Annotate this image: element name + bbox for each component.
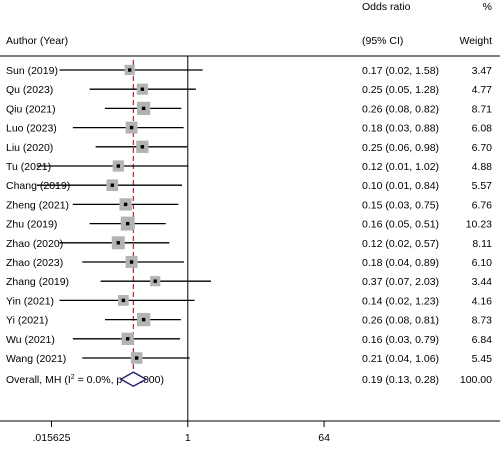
x-tick-label: .015625 xyxy=(33,432,71,444)
weight-value: 6.08 xyxy=(472,123,493,135)
study-column-header: Author (Year) xyxy=(6,35,68,47)
study-label: Wu (2021) xyxy=(6,334,55,346)
study-row: Liu (2020) 0.25 (0.06, 0.98) 6.70 xyxy=(6,140,493,154)
weight-value: 4.77 xyxy=(472,84,493,96)
point-estimate xyxy=(116,241,120,245)
study-row: Zhao (2023) 0.18 (0.04, 0.89) 6.10 xyxy=(6,256,492,269)
ci-value: 0.25 (0.06, 0.98) xyxy=(362,142,439,154)
ci-value: 0.12 (0.02, 0.57) xyxy=(362,238,439,250)
weight-value: 4.16 xyxy=(472,295,493,307)
weight-value: 6.10 xyxy=(472,257,493,269)
study-row: Zheng (2021) 0.15 (0.03, 0.75) 6.76 xyxy=(6,198,492,211)
study-label: Tu (2021) xyxy=(6,161,51,173)
x-tick-label: 64 xyxy=(318,432,330,444)
overall-weight-value: 100.00 xyxy=(460,374,492,386)
ci-value: 0.12 (0.01, 1.02) xyxy=(362,161,439,173)
study-row: Yi (2021) 0.26 (0.08, 0.81) 8.73 xyxy=(6,312,493,327)
study-label: Yin (2021) xyxy=(6,295,54,307)
point-estimate xyxy=(129,260,134,264)
study-label: Luo (2023) xyxy=(6,123,57,135)
weight-value: 6.84 xyxy=(472,334,493,346)
point-estimate xyxy=(126,221,130,226)
study-label: Zhao (2023) xyxy=(6,257,63,269)
study-label: Zheng (2021) xyxy=(6,199,69,211)
weight-value: 3.47 xyxy=(472,65,493,77)
study-row: Wang (2021) 0.21 (0.04, 1.06) 5.45 xyxy=(6,352,492,365)
ci-value: 0.37 (0.07, 2.03) xyxy=(362,276,439,288)
point-estimate xyxy=(134,356,139,360)
weight-value: 8.73 xyxy=(472,315,493,327)
ci-value: 0.17 (0.02, 1.58) xyxy=(362,65,439,77)
point-estimate xyxy=(123,202,128,207)
weight-header: Weight xyxy=(460,35,493,47)
ci-value: 0.10 (0.01, 0.84) xyxy=(362,180,439,192)
ci-value: 0.16 (0.03, 0.79) xyxy=(362,334,439,346)
overall-row: Overall, MH (I2 = 0.0%, p = 1.000) 0.19 (… xyxy=(6,371,492,388)
ci-value: 0.15 (0.03, 0.75) xyxy=(362,199,439,211)
study-label: Liu (2020) xyxy=(6,142,53,154)
overall-label-superscript: 2 xyxy=(71,374,75,381)
study-label: Wang (2021) xyxy=(6,353,66,365)
weight-value: 8.71 xyxy=(472,103,493,115)
study-row: Zhu (2019) 0.16 (0.05, 0.51) 10.23 xyxy=(6,216,492,231)
study-row: Qu (2023) 0.25 (0.05, 1.28) 4.77 xyxy=(6,83,493,96)
study-label: Zhu (2019) xyxy=(6,219,57,231)
ci-value: 0.26 (0.08, 0.82) xyxy=(362,103,439,115)
study-row: Luo (2023) 0.18 (0.03, 0.88) 6.08 xyxy=(6,121,493,135)
study-label: Chang (2019) xyxy=(6,180,70,192)
weight-value: 10.23 xyxy=(466,219,492,231)
study-row: Sun (2019) 0.17 (0.02, 1.58) 3.47 xyxy=(6,64,493,77)
study-row: Tu (2021) 0.12 (0.01, 1.02) 4.88 xyxy=(6,160,492,173)
study-label: Zhao (2020) xyxy=(6,238,63,250)
header-block: Author (Year) Odds ratio (95% CI) % Weig… xyxy=(6,1,492,47)
odds-ratio-header: Odds ratio xyxy=(362,1,411,13)
x-axis-ticks: .015625 1 64 xyxy=(33,421,330,444)
overall-label-prefix: Overall, MH (I xyxy=(6,374,71,386)
overall-label-suffix: = 0.0%, p = 1.000) xyxy=(75,374,164,386)
study-row: Yin (2021) 0.14 (0.02, 1.23) 4.16 xyxy=(6,295,492,307)
overall-ci-value: 0.19 (0.13, 0.28) xyxy=(362,374,439,386)
weight-value: 3.44 xyxy=(472,276,493,288)
point-estimate xyxy=(121,298,126,303)
study-row: Qiu (2021) 0.26 (0.08, 0.82) 8.71 xyxy=(6,101,493,115)
ci-value: 0.26 (0.08, 0.81) xyxy=(362,315,439,327)
ci-value: 0.21 (0.04, 1.06) xyxy=(362,353,439,365)
ci-value: 0.18 (0.04, 0.89) xyxy=(362,257,439,269)
ci-value: 0.16 (0.05, 0.51) xyxy=(362,219,439,231)
weight-value: 6.70 xyxy=(472,142,493,154)
weight-value: 4.88 xyxy=(472,161,493,173)
study-row: Wu (2021) 0.16 (0.03, 0.79) 6.84 xyxy=(6,332,493,346)
ci-value: 0.18 (0.03, 0.88) xyxy=(362,123,439,135)
study-label: Zhang (2019) xyxy=(6,276,69,288)
study-label: Sun (2019) xyxy=(6,65,58,77)
study-label: Qu (2023) xyxy=(6,84,53,96)
ci-value: 0.14 (0.02, 1.23) xyxy=(362,295,439,307)
point-estimate xyxy=(110,183,115,187)
point-estimate xyxy=(153,279,157,283)
weight-value: 8.11 xyxy=(472,238,492,250)
point-estimate xyxy=(126,337,130,341)
point-estimate xyxy=(128,68,132,72)
point-estimate xyxy=(140,87,145,91)
x-tick-label: 1 xyxy=(185,432,191,444)
study-label: Yi (2021) xyxy=(6,315,48,327)
point-estimate xyxy=(116,164,120,168)
weight-value: 5.57 xyxy=(472,180,493,192)
ci-value: 0.25 (0.05, 1.28) xyxy=(362,84,439,96)
point-estimate xyxy=(129,125,134,130)
study-row: Zhang (2019) 0.37 (0.07, 2.03) 3.44 xyxy=(6,276,492,288)
study-rows: Sun (2019) 0.17 (0.02, 1.58) 3.47 Qu (2023)… xyxy=(6,64,493,365)
point-estimate xyxy=(140,145,145,149)
weight-value: 5.45 xyxy=(472,353,493,365)
weight-value: 6.76 xyxy=(472,199,493,211)
point-estimate xyxy=(141,106,146,111)
ci-header: (95% CI) xyxy=(362,35,403,47)
percent-header: % xyxy=(483,1,492,13)
point-estimate xyxy=(141,317,146,322)
study-row: Zhao (2020) 0.12 (0.02, 0.57) 8.11 xyxy=(6,236,492,250)
study-label: Qiu (2021) xyxy=(6,103,56,115)
overall-diamond xyxy=(119,371,148,388)
study-row: Chang (2019) 0.10 (0.01, 0.84) 5.57 xyxy=(6,179,492,192)
